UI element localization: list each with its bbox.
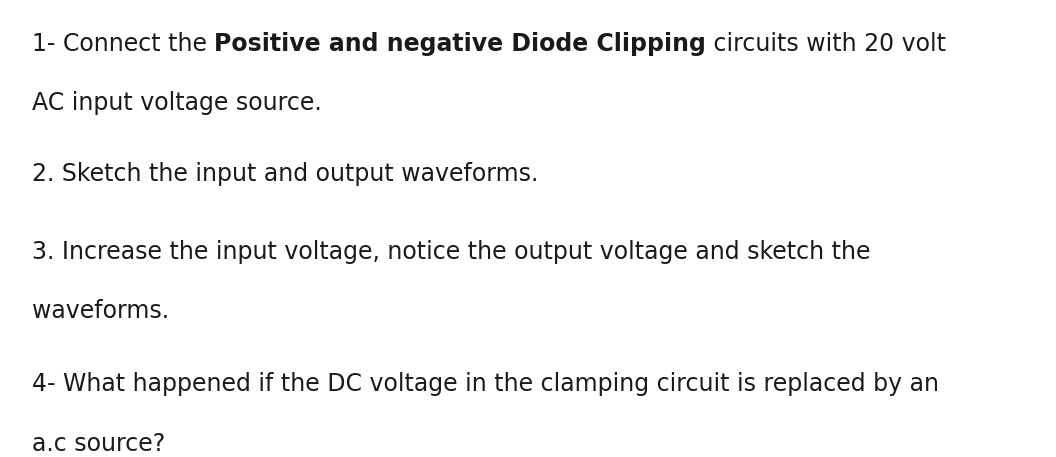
Text: a.c source?: a.c source? <box>32 432 165 456</box>
Text: AC input voltage source.: AC input voltage source. <box>32 91 322 116</box>
Text: 2. Sketch the input and output waveforms.: 2. Sketch the input and output waveforms… <box>32 162 539 186</box>
Text: Positive and negative Diode Clipping: Positive and negative Diode Clipping <box>214 32 706 56</box>
Text: waveforms.: waveforms. <box>32 299 169 324</box>
Text: 3. Increase the input voltage, notice the output voltage and sketch the: 3. Increase the input voltage, notice th… <box>32 240 870 264</box>
Text: 4- What happened if the DC voltage in the clamping circuit is replaced by an: 4- What happened if the DC voltage in th… <box>32 372 939 397</box>
Text: circuits with 20 volt: circuits with 20 volt <box>706 32 946 56</box>
Text: 1- Connect the: 1- Connect the <box>32 32 214 56</box>
